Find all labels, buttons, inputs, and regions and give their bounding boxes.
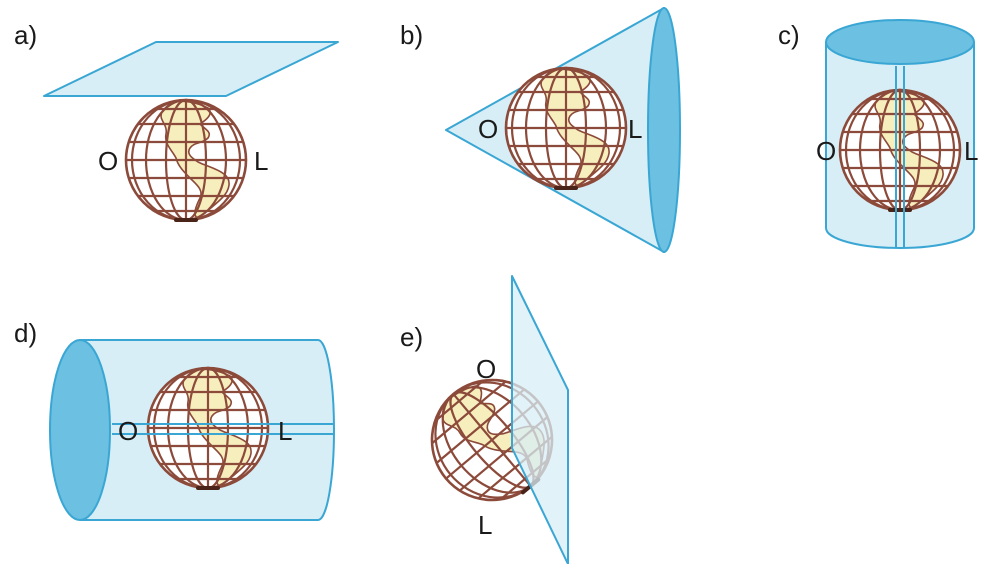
panel-b: b) O L [400,7,681,253]
east-label-d: L [278,416,292,446]
cylinder-end [49,339,111,521]
east-label-a: L [254,146,268,176]
projection-plane-tilted [511,275,569,564]
panel-c: c) O L [778,19,978,249]
west-label-a: O [98,146,118,176]
globe-c [838,88,962,214]
east-label-c: L [964,136,978,166]
panel-d: d) O L [14,318,335,521]
top-label-e: O [476,354,496,384]
cone-base [647,7,681,253]
west-label-b: O [478,114,498,144]
west-label-d: O [118,416,138,446]
globe-b [504,66,628,192]
globe-a [124,98,248,224]
bottom-label-e: L [478,510,492,540]
panel-label-a: a) [14,20,37,50]
globe-d [146,366,270,492]
panel-label-d: d) [14,318,37,348]
panel-e: e) O L [400,275,580,564]
panel-label-b: b) [400,20,423,50]
panel-label-e: e) [400,322,423,352]
projection-plane [43,41,339,97]
east-label-b: L [628,114,642,144]
panel-label-c: c) [778,20,800,50]
west-label-c: O [816,136,836,166]
panel-a: a) O L [14,20,339,224]
cylinder-top [825,19,975,65]
